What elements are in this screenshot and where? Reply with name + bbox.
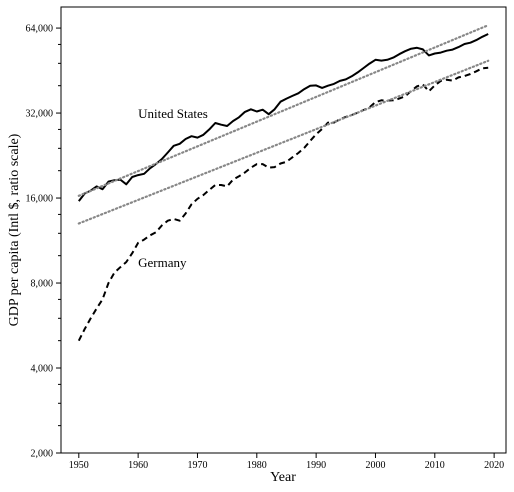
germany-line <box>77 66 489 342</box>
y-tick-label: 16,000 <box>26 194 54 205</box>
y-tick-label: 8,000 <box>31 279 54 290</box>
united-states-line <box>78 33 489 202</box>
series-annotation: Germany <box>138 255 187 270</box>
y-tick-label: 32,000 <box>26 109 54 120</box>
series-layer <box>77 24 490 342</box>
x-tick-label: 2020 <box>484 460 504 471</box>
tick-layer: 1950 1960 1970 1980 1990 2000 2010 2020 2,000 4,0… <box>26 24 505 471</box>
y-tick-label: 2,000 <box>31 449 54 460</box>
x-tick-label: 1960 <box>128 460 148 471</box>
trend-line <box>77 24 490 197</box>
x-axis-title: Year <box>270 470 296 485</box>
x-tick-label: 1970 <box>187 460 207 471</box>
y-tick-label: 4,000 <box>31 364 54 375</box>
y-axis-title: GDP per capita (Intl $, ratio scale) <box>7 133 22 326</box>
plot-frame <box>60 6 507 454</box>
x-tick-label: 1990 <box>306 460 326 471</box>
x-tick-label: 2010 <box>425 460 445 471</box>
series-annotation: United States <box>138 106 208 121</box>
x-tick-label: 1980 <box>247 460 267 471</box>
x-tick-label: 1950 <box>69 460 89 471</box>
x-tick-label: 2000 <box>365 460 385 471</box>
annotation-layer: United States Germany <box>138 106 208 270</box>
trend-line <box>77 59 490 225</box>
y-tick-label: 64,000 <box>26 24 54 35</box>
